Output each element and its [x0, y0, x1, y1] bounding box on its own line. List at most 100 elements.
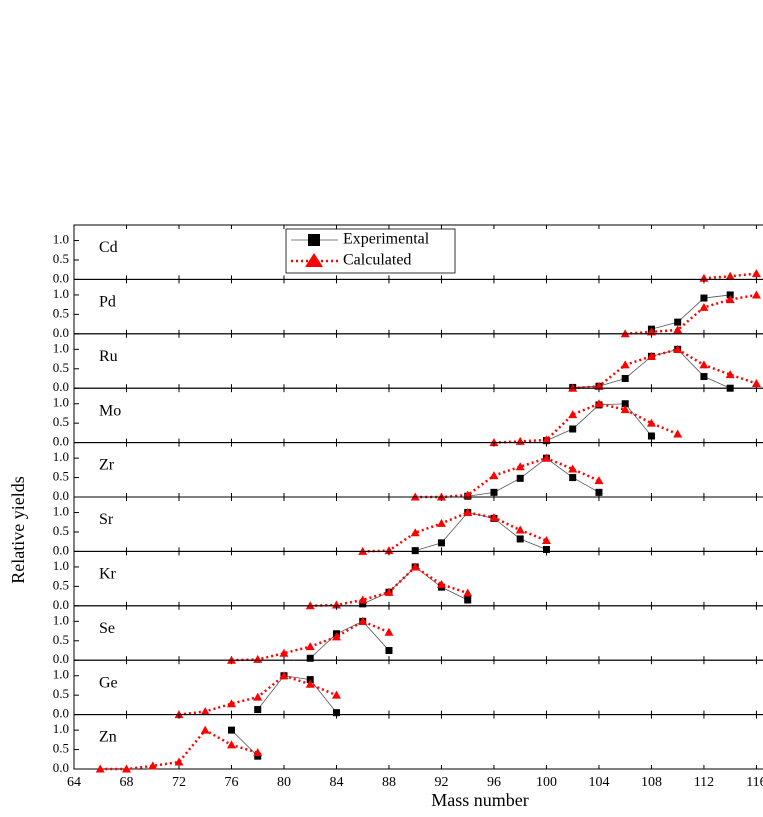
- y-tick-label: 0.0: [53, 488, 69, 503]
- data-point: [174, 710, 184, 719]
- data-point: [541, 536, 551, 545]
- data-point: [279, 671, 289, 680]
- y-tick-label: 0.5: [53, 523, 69, 538]
- panel-frame: [73, 333, 763, 389]
- data-point: [621, 374, 629, 382]
- data-point: [621, 400, 629, 408]
- data-point: [568, 464, 578, 473]
- data-point: [226, 699, 236, 708]
- data-point: [647, 432, 655, 440]
- x-tick-label: 108: [641, 775, 662, 790]
- series-line: [625, 293, 757, 336]
- data-point: [253, 748, 263, 757]
- data-point: [226, 655, 236, 664]
- data-point: [227, 726, 235, 734]
- data-point: [359, 600, 367, 608]
- data-point: [725, 370, 735, 379]
- data-point: [674, 318, 682, 326]
- data-point: [305, 601, 315, 610]
- data-point: [542, 545, 550, 553]
- y-tick-label: 0.5: [53, 414, 69, 429]
- y-tick-label: 0.5: [53, 632, 69, 647]
- data-point: [305, 642, 315, 651]
- series-line: [231, 729, 259, 757]
- data-point: [725, 295, 735, 304]
- data-point: [436, 518, 446, 527]
- data-point: [358, 616, 368, 625]
- data-point: [699, 302, 709, 311]
- series-line: [231, 619, 390, 662]
- x-tick-label: 116: [746, 775, 763, 790]
- data-point: [437, 539, 445, 547]
- legend-label: Experimental: [343, 231, 430, 248]
- data-point: [620, 405, 630, 414]
- data-point: [620, 360, 630, 369]
- data-point: [331, 600, 341, 609]
- data-point: [200, 706, 210, 715]
- data-point: [305, 679, 315, 688]
- y-tick-label: 0.0: [53, 760, 69, 775]
- data-point: [700, 294, 708, 302]
- x-tick-label: 76: [224, 775, 238, 790]
- data-point: [95, 764, 105, 773]
- data-point: [515, 462, 525, 471]
- y-tick-label: 0.0: [53, 379, 69, 394]
- panel-frame: [73, 714, 763, 770]
- y-tick-label: 1.0: [53, 340, 69, 355]
- data-point: [463, 508, 473, 517]
- series-line: [493, 402, 679, 444]
- data-point: [331, 690, 341, 699]
- data-point: [620, 329, 630, 338]
- data-point: [726, 291, 734, 299]
- y-tick-label: 0.5: [53, 360, 69, 375]
- series-line: [362, 566, 468, 605]
- data-point: [121, 764, 131, 773]
- y-tick-label: 0.5: [53, 251, 69, 266]
- data-point: [541, 453, 551, 462]
- y-tick-label: 0.5: [53, 686, 69, 701]
- panel-title: Kr: [99, 565, 117, 582]
- data-point: [569, 474, 577, 482]
- panel-title: Se: [99, 620, 115, 637]
- y-tick-label: 0.0: [53, 597, 69, 612]
- series-line: [572, 348, 757, 390]
- data-point: [673, 429, 683, 438]
- data-point: [673, 325, 683, 334]
- data-point: [385, 646, 393, 654]
- data-point: [673, 344, 683, 353]
- legend-label: Calculated: [343, 252, 411, 269]
- y-tick-label: 0.0: [53, 270, 69, 285]
- data-point: [464, 596, 472, 604]
- x-tick-label: 104: [588, 775, 609, 790]
- data-point: [595, 488, 603, 496]
- y-tick-label: 1.0: [53, 504, 69, 519]
- y-tick-label: 1.0: [53, 667, 69, 682]
- data-point: [516, 474, 524, 482]
- data-point: [410, 492, 420, 501]
- x-tick-label: 64: [67, 775, 81, 790]
- data-point: [646, 418, 656, 427]
- data-point: [226, 740, 236, 749]
- y-tick-label: 1.0: [53, 721, 69, 736]
- y-tick-label: 0.5: [53, 469, 69, 484]
- data-point: [725, 271, 735, 280]
- data-point: [700, 373, 708, 381]
- data-point: [489, 438, 499, 447]
- series-line: [257, 675, 337, 713]
- x-tick-label: 80: [277, 775, 291, 790]
- data-point: [253, 654, 263, 663]
- x-tick-label: 88: [382, 775, 396, 790]
- panel-title: Ru: [99, 348, 118, 365]
- data-point: [751, 269, 761, 278]
- y-tick-label: 0.5: [53, 741, 69, 756]
- panel-frame: [73, 387, 763, 444]
- x-tick-label: 68: [119, 775, 133, 790]
- data-point: [594, 399, 604, 408]
- panel-title: Zr: [99, 457, 115, 474]
- x-tick-label: 96: [487, 775, 501, 790]
- x-tick-label: 100: [536, 775, 557, 790]
- data-point: [751, 290, 761, 299]
- y-tick-label: 0.5: [53, 577, 69, 592]
- data-point: [410, 562, 420, 571]
